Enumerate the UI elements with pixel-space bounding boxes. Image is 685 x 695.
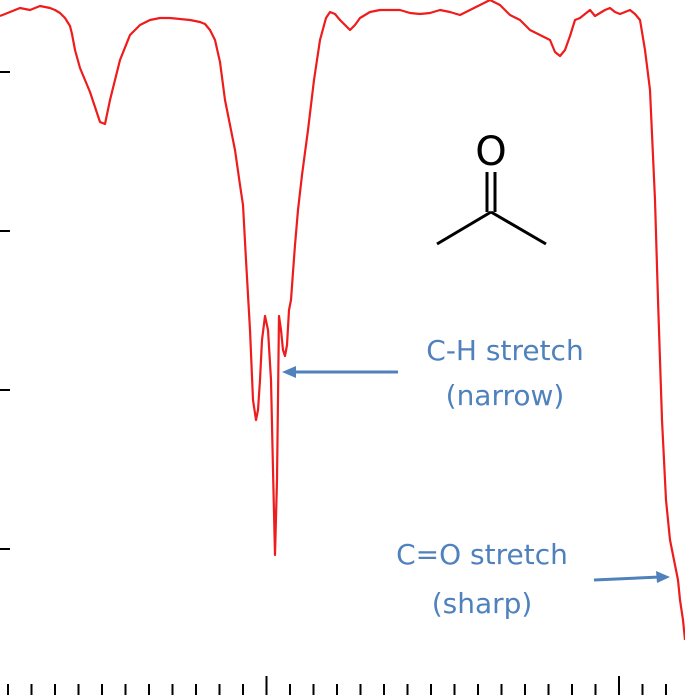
acetone-structure: O (436, 129, 547, 246)
ch-stretch-arrowhead (282, 366, 296, 378)
methyl-bond-right (490, 210, 547, 246)
ch-stretch-annotation: C-H stretch (narrow) (282, 334, 584, 412)
x-axis-ticks (7, 676, 667, 695)
oxygen-atom-label: O (475, 129, 506, 175)
co-stretch-sublabel: (sharp) (432, 587, 533, 620)
ch-stretch-sublabel: (narrow) (446, 379, 565, 412)
methyl-bond-left (436, 210, 492, 246)
co-stretch-arrowhead (656, 571, 670, 583)
ch-stretch-label: C-H stretch (426, 334, 583, 367)
y-axis-ticks (0, 71, 10, 550)
spectrum-series-line (0, 0, 685, 641)
co-stretch-arrow (593, 575, 661, 582)
co-stretch-annotation: C=O stretch (sharp) (396, 538, 670, 620)
co-stretch-label: C=O stretch (396, 538, 568, 571)
